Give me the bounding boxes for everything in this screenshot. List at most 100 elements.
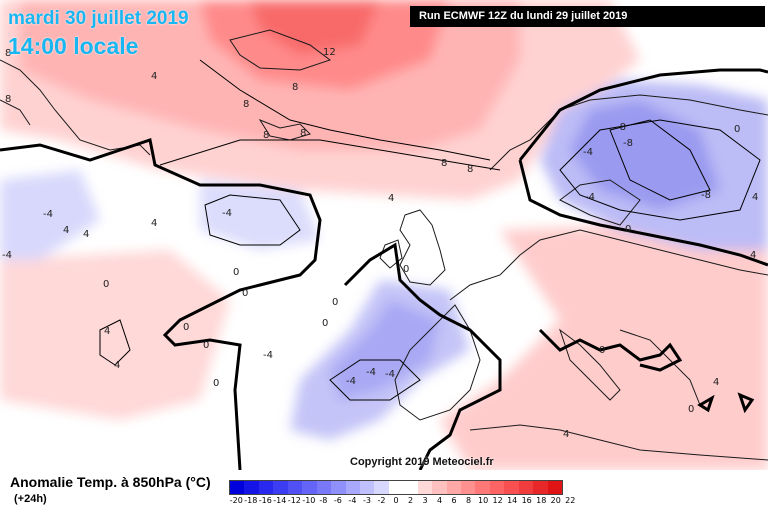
color-scale-tick: 2 (407, 496, 414, 505)
color-scale-tick: -4 (348, 496, 357, 505)
color-scale-cell (489, 481, 505, 494)
color-scale-tick: -16 (258, 496, 272, 505)
color-scale-cell (230, 481, 245, 494)
contour-label: -4 (263, 350, 273, 361)
contour-label: 0 (322, 318, 328, 329)
cold-anomaly-newfoundland (0, 170, 100, 260)
cold-anomaly-atlantic (200, 180, 320, 250)
contour-label: 4 (63, 225, 69, 236)
color-scale-cell (331, 481, 346, 494)
color-scale-tick: -8 (319, 496, 328, 505)
zero-contour-med (538, 328, 683, 372)
coastline-baltic (559, 179, 641, 226)
cold-anomaly-iberia-core (330, 300, 440, 400)
warm-anomaly-max (250, 0, 380, 55)
color-scale-cell (273, 481, 288, 494)
anomaly-contours (99, 59, 761, 401)
color-scale-tick: 18 (536, 496, 547, 505)
legend-title: Anomalie Temp. à 850hPa (°C) (10, 474, 211, 490)
contour-label: 8 (467, 164, 473, 175)
temperature-anomaly-map: 12 8 8 8 8 8 8 8 8 4 4 4 4 -4 -4 4 -4 0 … (0, 0, 768, 470)
coastline-uk (399, 209, 446, 286)
color-scale-tick: -20 (229, 496, 243, 505)
contour-label: 4 (563, 429, 569, 440)
color-scale-tick: 22 (565, 496, 576, 505)
contour-label: 8 (5, 94, 11, 105)
color-scale-cell (446, 481, 461, 494)
color-scale: -20 -18 -16 -14 -12 -10 -8 -6 -4 -3 -2 0 2 3 4 6 8 10 12 14… (229, 480, 575, 510)
zero-contours (0, 68, 768, 470)
contour-label: 4 (104, 326, 110, 337)
coastline-iberia (394, 304, 481, 421)
forecast-time: 14:00 locale (8, 33, 139, 59)
contour-label: 8 (300, 128, 306, 139)
zero-contour-greece (697, 392, 755, 414)
color-scale-cell (504, 481, 519, 494)
color-scale-tick: -10 (302, 496, 316, 505)
contour-label: -8 (623, 138, 633, 149)
color-scale-tick: -14 (273, 496, 287, 505)
color-scale-tick: -18 (244, 496, 258, 505)
forecast-date: mardi 30 juillet 2019 (8, 8, 189, 29)
color-scale-cell (432, 481, 447, 494)
contour-label: -4 (222, 208, 232, 219)
contour-label: 0 (233, 267, 239, 278)
coastline-norway (489, 94, 768, 171)
color-scale-tick: 6 (451, 496, 457, 505)
coastline-iceland (229, 29, 332, 71)
contour-label: -8 (701, 190, 711, 201)
contour-label: 0 (213, 378, 219, 389)
zero-contour-north (0, 138, 322, 470)
contour-plus8-north (199, 59, 491, 161)
legend-subtitle: (+24h) (14, 493, 47, 505)
contour-label: -4 (366, 367, 376, 378)
color-scale-cell (417, 481, 433, 494)
color-scale-tick: 10 (478, 496, 489, 505)
color-scale-cell (316, 481, 332, 494)
contour-label: 0 (403, 264, 409, 275)
contour-label: 0 (599, 345, 605, 356)
contour-label: 0 (242, 288, 248, 299)
color-scale-tick: 20 (550, 496, 561, 505)
contour-label: 8 (441, 158, 447, 169)
contour-label: 0 (688, 404, 694, 415)
contour-label: -4 (2, 250, 12, 261)
contour-minus8-scand (609, 119, 711, 201)
zero-contour-iberia (343, 242, 502, 470)
contour-label: -8 (616, 122, 626, 133)
color-scale-cell (388, 481, 404, 494)
contour-label: 0 (103, 279, 109, 290)
contour-labels: 12 8 8 8 8 8 8 8 8 4 4 4 4 -4 -4 4 -4 0 … (2, 47, 758, 440)
color-scale-cell (345, 481, 360, 494)
contour-plus4-africa (99, 319, 131, 366)
contour-label: 8 (292, 82, 298, 93)
color-scale-cell (258, 481, 274, 494)
contour-label: 4 (752, 192, 758, 203)
zero-contour-europe (518, 68, 768, 267)
color-scale-cell (359, 481, 375, 494)
contour-minus4-iberia (329, 359, 421, 401)
contour-label: 8 (243, 99, 249, 110)
contour-label: -4 (585, 192, 595, 203)
contour-label: -4 (583, 147, 593, 158)
color-scale-tick: 8 (466, 496, 472, 505)
copyright-notice: Copyright 2019 Meteociel.fr (350, 456, 494, 468)
coastline-north-africa (469, 424, 768, 461)
contour-label: 0 (203, 340, 209, 351)
color-scale-cell (302, 481, 317, 494)
color-scale-tick: 14 (507, 496, 518, 505)
color-scale-tick: 3 (422, 496, 428, 505)
contour-label: 0 (332, 297, 338, 308)
contour-label: 4 (83, 229, 89, 240)
contour-label: 4 (151, 71, 157, 82)
color-scale-cell (244, 481, 259, 494)
contour-label: 0 (734, 124, 740, 135)
color-scale-cell (475, 481, 490, 494)
coastline-italy (559, 328, 621, 401)
contour-label: 4 (713, 377, 719, 388)
color-scale-cell (461, 481, 476, 494)
coastline-balkans (619, 329, 701, 406)
contour-label: 4 (388, 193, 394, 204)
contour-label: -4 (43, 209, 53, 220)
contour-label: 4 (151, 218, 157, 229)
